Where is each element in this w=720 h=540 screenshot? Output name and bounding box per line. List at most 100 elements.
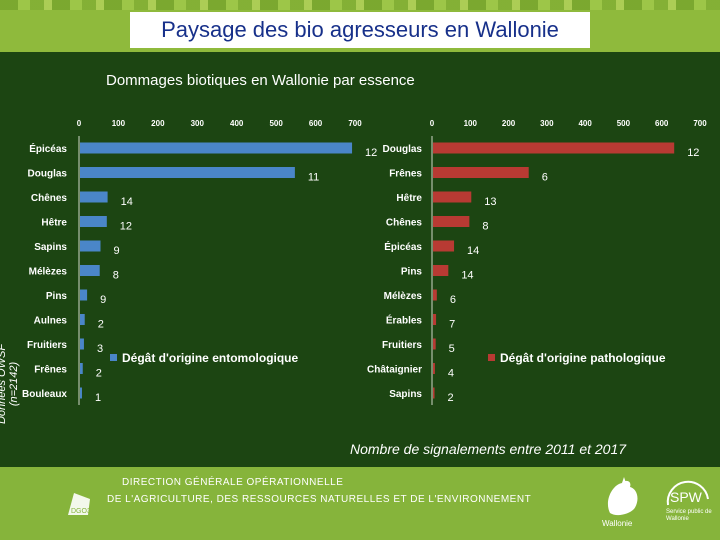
entomo-bar: [80, 167, 295, 178]
chart-area: [0, 52, 720, 472]
entomo-legend-text: Dégât d'origine entomologique: [122, 351, 299, 365]
patho-x-tick: 500: [617, 119, 631, 128]
entomo-category-label: Mélèzes: [29, 267, 68, 278]
patho-bar: [433, 387, 435, 399]
entomo-category-label: Frênes: [34, 365, 67, 376]
patho-category-label: Épicéas: [384, 240, 422, 253]
spw-ring-icon: [666, 480, 709, 506]
patho-data-label: 4: [448, 368, 454, 380]
patho-category-label: Érables: [386, 314, 423, 327]
entomo-bar: [80, 387, 82, 399]
patho-data-label: 12: [687, 147, 699, 159]
header-band: Paysage des bio agresseurs en Wallonie: [0, 0, 720, 52]
dgo-logo: DGO3: [60, 485, 96, 521]
patho-bar: [433, 240, 455, 252]
page-title: Paysage des bio agresseurs en Wallonie: [161, 17, 559, 42]
entomo-x-tick: 600: [309, 119, 323, 128]
patho-category-label: Châtaignier: [367, 365, 422, 376]
entomo-data-label: 14: [121, 196, 133, 208]
entomo-bar: [80, 338, 84, 350]
patho-category-label: Mélèzes: [384, 291, 423, 302]
entomo-bar: [80, 191, 108, 203]
patho-x-tick: 100: [464, 119, 478, 128]
entomo-bar: [80, 289, 88, 301]
patho-data-label: 6: [542, 172, 548, 184]
patho-category-label: Pins: [401, 267, 423, 278]
patho-legend-swatch: [488, 354, 495, 361]
entomo-x-tick: 0: [77, 119, 82, 128]
entomo-bar: [80, 265, 100, 276]
dgo-logo-text: DGO3: [71, 508, 91, 515]
patho-x-tick: 700: [693, 119, 707, 128]
patho-data-label: 6: [450, 294, 456, 306]
patho-x-tick: 300: [540, 119, 554, 128]
patho-data-label: 8: [482, 221, 488, 233]
patho-data-label: 7: [449, 319, 455, 331]
patho-category-label: Douglas: [383, 144, 423, 155]
patho-category-label: Hêtre: [396, 193, 422, 204]
entomo-category-label: Aulnes: [34, 316, 68, 327]
patho-bar: [433, 142, 675, 154]
entomo-data-label: 12: [120, 221, 132, 233]
entomo-bar: [80, 240, 101, 252]
entomo-x-tick: 500: [269, 119, 283, 128]
patho-category-label: Fruitiers: [382, 340, 422, 351]
patho-bar: [433, 363, 435, 374]
patho-category-label: Chênes: [386, 218, 423, 229]
dgo-logo-icon: DGO3: [68, 493, 91, 515]
entomo-x-tick: 100: [112, 119, 126, 128]
entomo-data-label: 3: [97, 343, 103, 355]
chart-title: Dommages biotiques en Wallonie par essen…: [106, 72, 415, 89]
entomo-data-label: 11: [308, 172, 319, 184]
entomo-data-label: 9: [100, 294, 106, 306]
header-stripes: [0, 0, 720, 10]
patho-category-label: Frênes: [389, 169, 422, 180]
entomo-category-label: Chênes: [31, 193, 68, 204]
entomo-bar: [80, 363, 83, 374]
entomo-data-label: 2: [98, 319, 104, 331]
patho-x-tick: 200: [502, 119, 516, 128]
entomo-bar: [80, 314, 85, 325]
patho-category-label: Sapins: [389, 389, 422, 400]
patho-data-label: 14: [467, 245, 479, 257]
patho-bar: [433, 289, 437, 301]
footnote: Nombre de signalements entre 2011 et 201…: [350, 441, 627, 457]
entomo-bar: [80, 216, 107, 227]
patho-legend-text: Dégât d'origine pathologique: [500, 351, 666, 365]
entomo-data-label: 8: [113, 270, 119, 282]
entomo-category-label: Hêtre: [41, 218, 67, 229]
wallonie-logo: Wallonie: [600, 475, 644, 531]
entomo-x-tick: 400: [230, 119, 244, 128]
patho-bar: [433, 167, 529, 178]
patho-bar: [433, 265, 449, 276]
patho-data-label: 5: [449, 343, 455, 355]
spw-logo: SPW Service public de Wallonie: [660, 477, 716, 533]
chart-pathologique: 0 100 200 300 400 500 600 700 Douglas 12 Frênes 6 Hê…: [367, 119, 707, 405]
footer: DGO3 DIRECTION GÉNÉRALE OPÉRATIONNELLE D…: [0, 467, 720, 540]
entomo-legend-swatch: [110, 354, 117, 361]
patho-x-tick: 600: [655, 119, 669, 128]
patho-bar: [433, 338, 436, 350]
spw-text: SPW: [670, 489, 702, 505]
entomo-category-label: Douglas: [28, 169, 68, 180]
entomo-data-label: 1: [95, 392, 101, 404]
rooster-icon: [607, 477, 638, 516]
patho-bar: [433, 314, 437, 325]
entomo-data-label: 12: [365, 147, 377, 159]
patho-data-label: 13: [484, 196, 496, 208]
entomo-x-tick: 300: [191, 119, 205, 128]
entomo-x-tick: 200: [151, 119, 165, 128]
entomo-bar: [80, 142, 353, 154]
entomo-category-label: Pins: [46, 291, 68, 302]
patho-x-tick: 0: [430, 119, 435, 128]
spw-subtext: Service public de Wallonie: [666, 509, 712, 522]
wallonie-text: Wallonie: [602, 519, 633, 528]
entomo-category-label: Épicéas: [29, 142, 67, 155]
footer-line2: DE L'AGRICULTURE, DES RESSOURCES NATUREL…: [107, 494, 532, 505]
entomo-category-label: Fruitiers: [27, 340, 67, 351]
patho-data-label: 14: [461, 270, 473, 282]
entomo-x-tick: 700: [348, 119, 362, 128]
entomo-data-label: 2: [96, 368, 102, 380]
